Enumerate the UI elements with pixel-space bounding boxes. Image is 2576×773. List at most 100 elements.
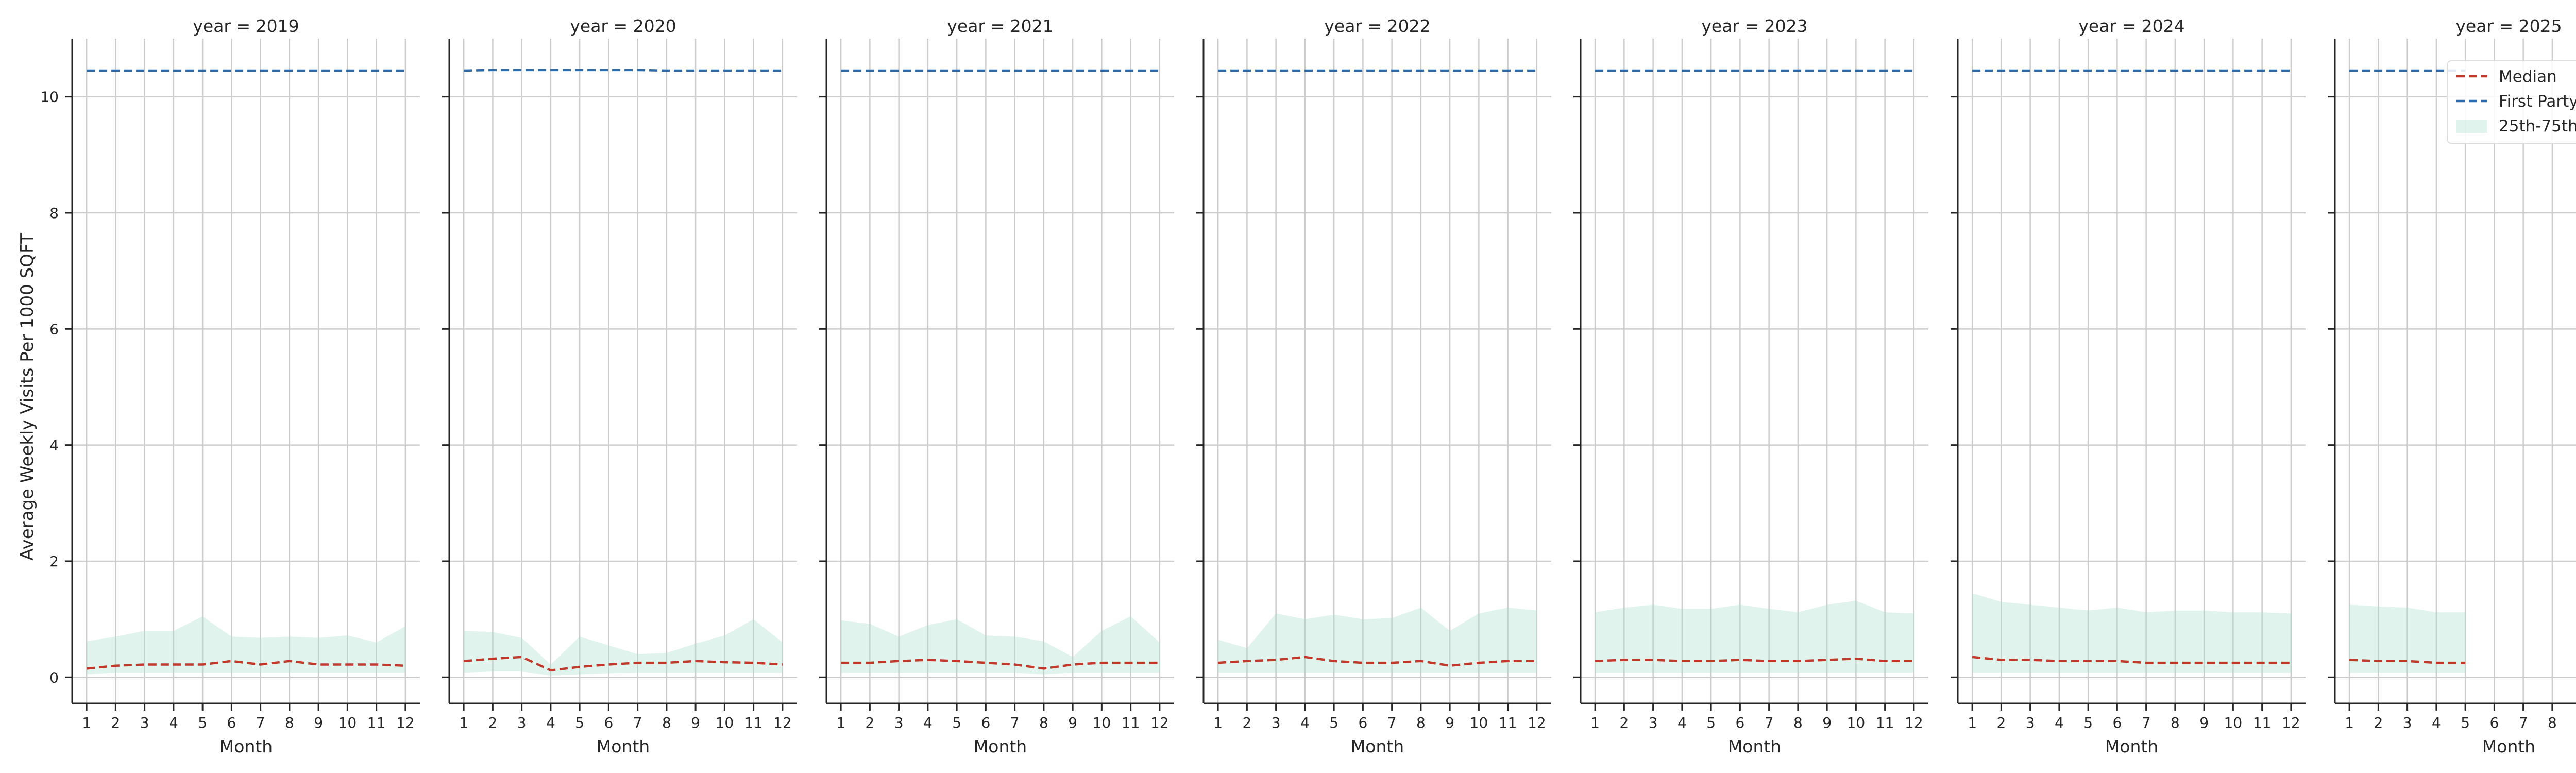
x-tick-label: 8: [2548, 714, 2557, 731]
x-tick-label: 5: [575, 714, 584, 731]
median-line: [463, 656, 783, 672]
x-tick-label: 1: [459, 714, 468, 731]
x-tick-label: 4: [1300, 714, 1310, 731]
x-axis-label: Month: [1728, 736, 1781, 757]
x-tick-label: 11: [744, 714, 763, 731]
x-tick-label: 12: [773, 714, 792, 731]
percentile-band: [1595, 600, 1914, 673]
panel-title: year = 2020: [570, 16, 676, 36]
x-tick-label: 7: [1387, 714, 1397, 731]
panel-title: year = 2021: [947, 16, 1053, 36]
x-tick-label: 7: [1765, 714, 1774, 731]
median-line: [1972, 656, 2291, 664]
y-tick-label: 10: [40, 89, 59, 106]
x-tick-label: 7: [633, 714, 642, 731]
legend-label: First Party Median: [2499, 92, 2576, 111]
x-tick-label: 3: [1649, 714, 1658, 731]
x-axis-label: Month: [974, 736, 1027, 757]
x-tick-label: 1: [1590, 714, 1600, 731]
x-tick-label: 1: [2345, 714, 2354, 731]
x-tick-label: 6: [981, 714, 990, 731]
x-tick-label: 9: [2199, 714, 2209, 731]
x-tick-label: 9: [1068, 714, 1077, 731]
x-tick-label: 12: [2282, 714, 2300, 731]
x-tick-label: 6: [1735, 714, 1744, 731]
median-line: [2349, 659, 2466, 664]
x-tick-label: 2: [111, 714, 120, 731]
x-tick-label: 6: [2112, 714, 2122, 731]
x-tick-label: 1: [836, 714, 845, 731]
x-tick-label: 8: [1039, 714, 1048, 731]
percentile-band: [1218, 608, 1537, 673]
x-tick-label: 3: [2403, 714, 2412, 731]
x-tick-label: 4: [169, 714, 178, 731]
x-tick-label: 2: [488, 714, 497, 731]
x-tick-label: 12: [1150, 714, 1169, 731]
y-axis-label: Average Weekly Visits Per 1000 SQFT: [17, 233, 38, 561]
x-tick-label: 5: [1706, 714, 1716, 731]
panel-title: year = 2022: [1324, 16, 1430, 36]
percentile-band: [1972, 593, 2291, 673]
x-axis-label: Month: [597, 736, 650, 757]
legend-label: 25th-75th Percentile: [2499, 117, 2576, 136]
x-tick-label: 5: [952, 714, 961, 731]
x-axis-label: Month: [2482, 736, 2535, 757]
x-tick-label: 2: [1619, 714, 1629, 731]
x-tick-label: 10: [1470, 714, 1488, 731]
x-tick-label: 10: [1847, 714, 1866, 731]
x-tick-label: 1: [82, 714, 91, 731]
panel-title: year = 2025: [2455, 16, 2562, 36]
median-line: [841, 659, 1160, 670]
legend-swatch-band: [2456, 120, 2487, 133]
median-line: [86, 660, 405, 670]
x-tick-label: 6: [227, 714, 236, 731]
x-tick-label: 3: [1272, 714, 1281, 731]
panel-title: year = 2024: [2078, 16, 2184, 36]
x-tick-label: 10: [1093, 714, 1111, 731]
first-party-median-line: [464, 69, 783, 72]
x-tick-label: 7: [256, 714, 265, 731]
panel-title: year = 2019: [193, 16, 299, 36]
legend-box: [2447, 60, 2576, 144]
x-tick-label: 12: [1528, 714, 1546, 731]
x-tick-label: 5: [2461, 714, 2470, 731]
x-tick-label: 11: [1499, 714, 1517, 731]
x-tick-label: 1: [1213, 714, 1223, 731]
x-tick-label: 10: [338, 714, 357, 731]
x-tick-label: 4: [546, 714, 555, 731]
median-line: [1595, 657, 1914, 663]
x-tick-label: 8: [1793, 714, 1803, 731]
y-tick-label: 4: [49, 437, 59, 454]
x-tick-label: 8: [662, 714, 671, 731]
percentile-band: [2349, 604, 2466, 673]
x-axis-label: Month: [219, 736, 273, 757]
x-tick-label: 8: [1416, 714, 1426, 731]
x-axis-label: Month: [2105, 736, 2158, 757]
x-tick-label: 10: [2224, 714, 2243, 731]
x-tick-label: 9: [691, 714, 700, 731]
median-line: [1217, 656, 1537, 667]
legend-label: Median: [2499, 68, 2557, 86]
x-tick-label: 3: [140, 714, 149, 731]
x-tick-label: 2: [1996, 714, 2006, 731]
x-tick-label: 5: [198, 714, 207, 731]
x-tick-label: 2: [2374, 714, 2383, 731]
x-tick-label: 4: [1677, 714, 1687, 731]
x-tick-label: 4: [923, 714, 933, 731]
x-tick-label: 11: [1122, 714, 1140, 731]
x-tick-label: 8: [2171, 714, 2180, 731]
x-tick-label: 9: [314, 714, 323, 731]
legend: Median First Party Median 25th-75th Percen…: [2447, 60, 2576, 144]
x-tick-label: 10: [716, 714, 734, 731]
x-tick-label: 11: [1876, 714, 1894, 731]
x-tick-label: 9: [1445, 714, 1454, 731]
panel-title: year = 2023: [1701, 16, 1807, 36]
x-tick-label: 3: [517, 714, 527, 731]
x-tick-label: 11: [2253, 714, 2272, 731]
